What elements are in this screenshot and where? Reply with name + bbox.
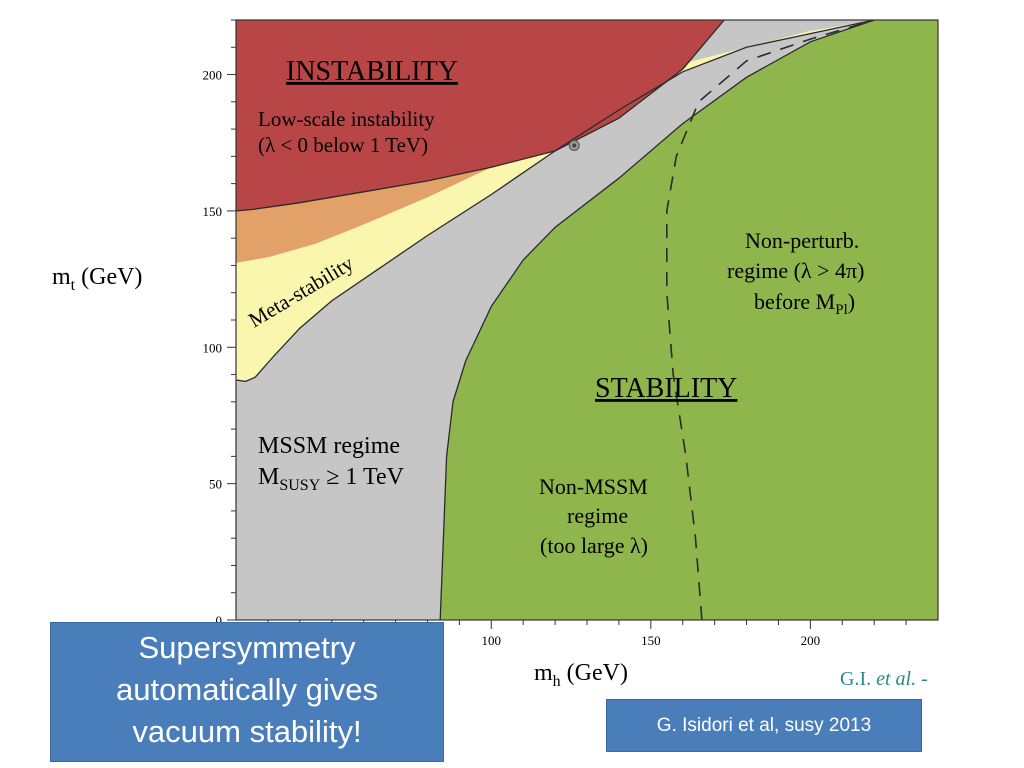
stability-boundary <box>439 20 875 620</box>
nonperturbative-boundary <box>666 20 875 620</box>
x-tick-label: 150 <box>641 633 661 648</box>
y-tick-label: 200 <box>203 68 223 83</box>
metastability-boundary <box>236 20 875 383</box>
callout-line-3: vacuum stability! <box>132 714 362 749</box>
nonperturb-label-1: Non-perturb. <box>745 228 859 253</box>
y-tick-label: 0 <box>216 613 223 628</box>
supersymmetry-callout: Supersymmetry automatically gives vacuum… <box>50 622 444 762</box>
overlap-region <box>236 150 556 263</box>
y-axis-label: mt (GeV) <box>52 264 142 294</box>
author-suffix: - <box>916 668 928 690</box>
instability-title: INSTABILITY <box>286 56 458 87</box>
source-credit-text: G. Isidori et al, susy 2013 <box>656 714 872 736</box>
y-tick-label: 50 <box>209 477 222 492</box>
nonmssm-label-1: Non-MSSM <box>539 474 648 499</box>
author-credit: G.I. et al. - <box>840 668 928 691</box>
x-axis-label: mh (GeV) <box>534 660 628 690</box>
low-scale-condition: (λ < 0 below 1 TeV) <box>258 133 428 157</box>
x-tick-label: 200 <box>801 633 821 648</box>
instability-boundary <box>236 20 725 212</box>
y-axis: 0 50 100 150 200 <box>203 19 236 628</box>
x-tick-label: 100 <box>482 633 502 648</box>
nonmssm-label-2: regime <box>567 503 628 528</box>
low-scale-label: Low-scale instability <box>258 107 435 131</box>
mssm-label-1: MSSM regime <box>258 433 400 459</box>
author-etal: et al. <box>876 668 917 690</box>
source-credit-box: G. Isidori et al, susy 2013 <box>606 699 922 752</box>
y-tick-label: 150 <box>203 204 223 219</box>
author-name: G.I. <box>840 668 877 690</box>
nonperturb-label-3: before MPl) <box>754 289 855 318</box>
callout-line-1: Supersymmetry <box>138 630 356 665</box>
instability-region <box>236 20 725 211</box>
y-tick-label: 100 <box>203 340 223 355</box>
measured-point <box>568 139 580 151</box>
nonperturb-label-2: regime (λ > 4π) <box>727 258 864 283</box>
nonmssm-label-3: (too large λ) <box>540 533 648 558</box>
stability-region <box>440 20 938 620</box>
stability-title: STABILITY <box>595 373 737 404</box>
callout-line-2: automatically gives <box>116 672 378 707</box>
mssm-label-2: MSUSY ≥ 1 TeV <box>258 464 405 494</box>
